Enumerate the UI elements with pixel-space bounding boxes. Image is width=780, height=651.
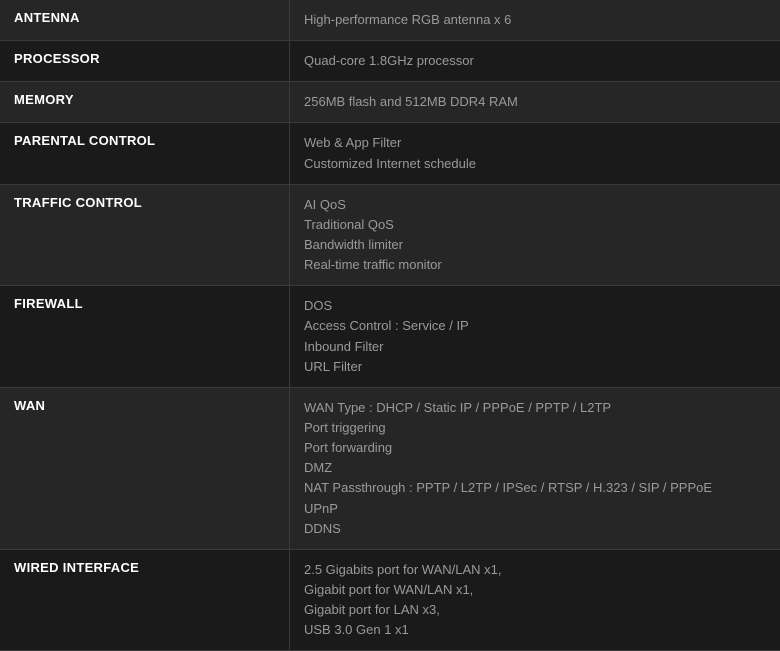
spec-label: ANTENNA <box>0 0 290 40</box>
spec-row: ANTENNA High-performance RGB antenna x 6 <box>0 0 780 41</box>
spec-row: WIRED INTERFACE2.5 Gigabits port for WAN… <box>0 550 780 651</box>
spec-label: MEMORY <box>0 82 290 122</box>
spec-value-line: DMZ <box>304 458 766 478</box>
spec-value-line: DOS <box>304 296 766 316</box>
spec-value-line: WAN Type : DHCP / Static IP / PPPoE / PP… <box>304 398 766 418</box>
spec-value-line: Port forwarding <box>304 438 766 458</box>
spec-value: 2.5 Gigabits port for WAN/LAN x1,Gigabit… <box>290 550 780 651</box>
spec-value-line: Real-time traffic monitor <box>304 255 766 275</box>
spec-value: DOSAccess Control : Service / IPInbound … <box>290 286 780 387</box>
spec-value-line: Traditional QoS <box>304 215 766 235</box>
spec-value-line: URL Filter <box>304 357 766 377</box>
spec-row: WAN WAN Type : DHCP / Static IP / PPPoE /… <box>0 388 780 550</box>
spec-row: PARENTAL CONTROLWeb & App FilterCustomiz… <box>0 123 780 184</box>
spec-value-line: Quad-core 1.8GHz processor <box>304 51 766 71</box>
spec-value-line: Port triggering <box>304 418 766 438</box>
spec-value-line: Bandwidth limiter <box>304 235 766 255</box>
spec-row: PROCESSOR Quad-core 1.8GHz processor <box>0 41 780 82</box>
spec-value-line: Customized Internet schedule <box>304 154 766 174</box>
spec-value: High-performance RGB antenna x 6 <box>290 0 780 40</box>
spec-label: TRAFFIC CONTROL <box>0 185 290 286</box>
spec-value-line: 256MB flash and 512MB DDR4 RAM <box>304 92 766 112</box>
spec-table: ANTENNA High-performance RGB antenna x 6 P… <box>0 0 780 651</box>
spec-row: MEMORY 256MB flash and 512MB DDR4 RAM <box>0 82 780 123</box>
spec-value-line: DDNS <box>304 519 766 539</box>
spec-value-line: Gigabit port for WAN/LAN x1, <box>304 580 766 600</box>
spec-value-line: 2.5 Gigabits port for WAN/LAN x1, <box>304 560 766 580</box>
spec-value-line: NAT Passthrough : PPTP / L2TP / IPSec / … <box>304 478 766 498</box>
spec-value: WAN Type : DHCP / Static IP / PPPoE / PP… <box>290 388 780 549</box>
spec-value-line: Access Control : Service / IP <box>304 316 766 336</box>
spec-label: WIRED INTERFACE <box>0 550 290 651</box>
spec-row: TRAFFIC CONTROLAI QoSTraditional QoSBand… <box>0 185 780 287</box>
spec-value-line: Inbound Filter <box>304 337 766 357</box>
spec-value: Quad-core 1.8GHz processor <box>290 41 780 81</box>
spec-value-line: UPnP <box>304 499 766 519</box>
spec-value: Web & App FilterCustomized Internet sche… <box>290 123 780 183</box>
spec-value-line: Web & App Filter <box>304 133 766 153</box>
spec-label: WAN <box>0 388 290 549</box>
spec-row: FIREWALLDOSAccess Control : Service / IP… <box>0 286 780 388</box>
spec-value-line: Gigabit port for LAN x3, <box>304 600 766 620</box>
spec-value-line: High-performance RGB antenna x 6 <box>304 10 766 30</box>
spec-value-line: AI QoS <box>304 195 766 215</box>
spec-label: PARENTAL CONTROL <box>0 123 290 183</box>
spec-value-line: USB 3.0 Gen 1 x1 <box>304 620 766 640</box>
spec-value: 256MB flash and 512MB DDR4 RAM <box>290 82 780 122</box>
spec-value: AI QoSTraditional QoSBandwidth limiterRe… <box>290 185 780 286</box>
spec-label: FIREWALL <box>0 286 290 387</box>
spec-label: PROCESSOR <box>0 41 290 81</box>
